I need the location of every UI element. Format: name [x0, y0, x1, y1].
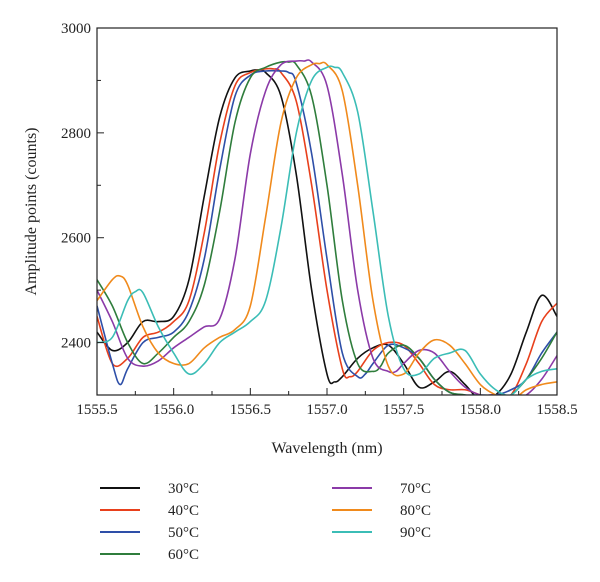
- x-tick-label: 1558.0: [460, 402, 501, 418]
- legend-label: 90°C: [400, 525, 431, 541]
- x-tick-label: 1556.0: [153, 402, 194, 418]
- series-layer: [97, 59, 557, 395]
- legend-label: 80°C: [400, 503, 431, 519]
- x-axis: 1555.5 1556.0 1556.5 1557.0 1557.5 1558.0 1558…: [76, 388, 578, 418]
- legend-item: 90°C: [332, 525, 431, 541]
- x-tick-label: 1556.5: [230, 402, 271, 418]
- series-line-1: [97, 68, 557, 395]
- series-line-7: [97, 65, 557, 395]
- x-tick-label: 1557.5: [383, 402, 424, 418]
- legend-label: 60°C: [168, 547, 199, 563]
- x-axis-title: Wavelength (nm): [271, 440, 382, 457]
- legend-item: 60°C: [100, 547, 199, 563]
- legend-item: 70°C: [332, 481, 431, 497]
- series-line-5: [97, 59, 557, 395]
- legend-label: 70°C: [400, 481, 431, 497]
- x-tick-label: 1557.0: [306, 402, 347, 418]
- legend-label: 40°C: [168, 503, 199, 519]
- legend: 30°C 40°C 50°C 60°C 70°C 80°C 90°C: [100, 481, 431, 563]
- x-tick-label: 1555.5: [76, 402, 117, 418]
- series-line-6: [97, 61, 557, 395]
- legend-label: 50°C: [168, 525, 199, 541]
- series-line-3: [97, 69, 557, 395]
- legend-item: 50°C: [100, 525, 199, 541]
- legend-label: 30°C: [168, 481, 199, 497]
- y-tick-label: 2600: [61, 231, 91, 247]
- y-axis-title: Amplitude points (counts): [23, 128, 40, 296]
- legend-item: 30°C: [100, 481, 199, 497]
- series-line-2: [97, 67, 557, 395]
- x-tick-label: 1558.5: [536, 402, 577, 418]
- y-tick-label: 3000: [61, 21, 91, 37]
- legend-item: 80°C: [332, 503, 431, 519]
- y-axis: 2400 2600 2800 3000: [61, 21, 104, 396]
- legend-item: 40°C: [100, 503, 199, 519]
- y-tick-label: 2400: [61, 336, 91, 352]
- y-tick-label: 2800: [61, 126, 91, 142]
- series-line-4: [97, 60, 557, 395]
